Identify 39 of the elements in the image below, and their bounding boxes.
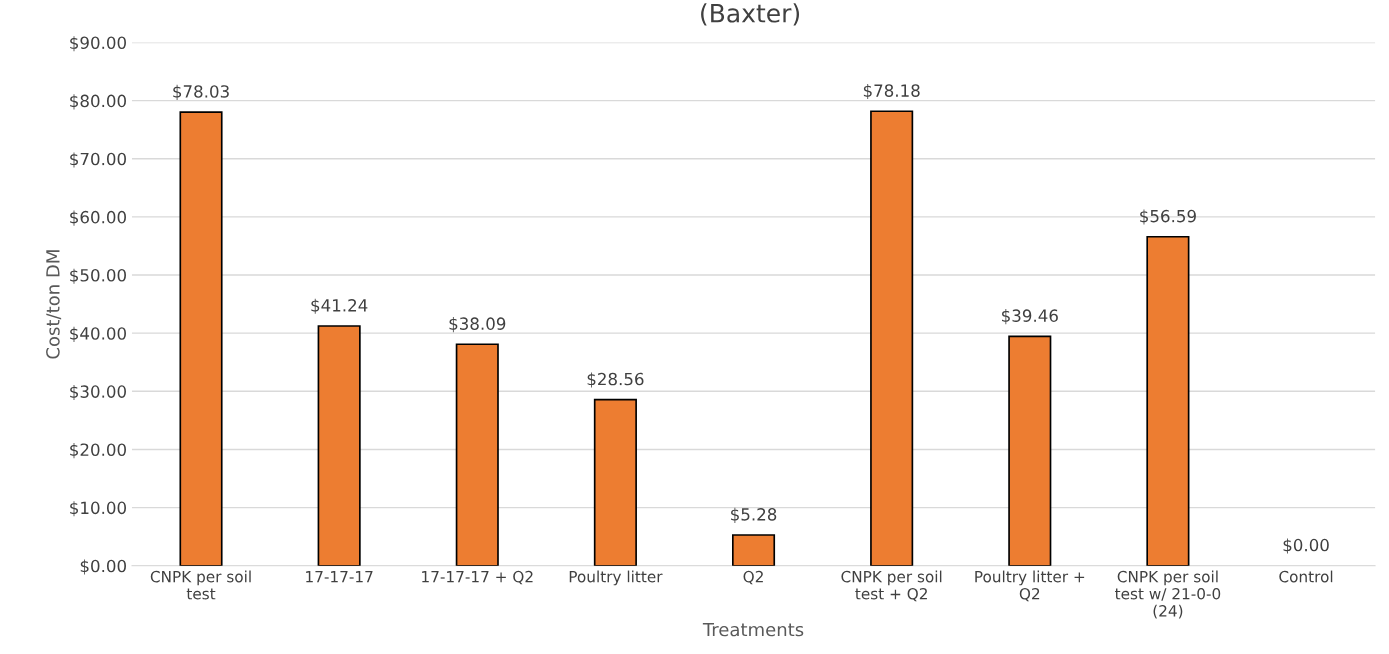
y-tick-label: $20.00 bbox=[70, 443, 126, 459]
y-tick-label: $90.00 bbox=[70, 36, 126, 52]
bar bbox=[1008, 335, 1052, 566]
data-label: $41.24 bbox=[311, 298, 368, 314]
bar bbox=[731, 534, 776, 566]
bar bbox=[455, 343, 499, 566]
y-tick-label: $40.00 bbox=[70, 326, 126, 342]
x-tick-label: Q2 bbox=[743, 570, 763, 585]
x-tick-label: CNPK per soil test bbox=[150, 570, 251, 600]
y-tick-label: $30.00 bbox=[70, 384, 126, 401]
x-axis-title: Treatments bbox=[702, 622, 804, 637]
bar bbox=[179, 111, 223, 566]
x-tick-label: 17-17-17 bbox=[306, 571, 373, 583]
y-tick-label: $10.00 bbox=[70, 501, 126, 517]
data-label: $28.56 bbox=[587, 372, 644, 388]
data-label: $78.03 bbox=[173, 84, 229, 100]
x-tick-label: Control bbox=[1279, 570, 1333, 583]
x-tick-label: CNPK per soil test + Q2 bbox=[841, 570, 942, 602]
y-tick-label: $50.00 bbox=[70, 268, 126, 284]
x-tick-label: CNPK per soil test w/ 21-0-0 (24) bbox=[1115, 570, 1221, 619]
chart-title: (Baxter) bbox=[701, 3, 800, 26]
x-tick-label: 17-17-17 + Q2 bbox=[422, 570, 533, 585]
bar bbox=[593, 398, 637, 566]
x-tick-label: Poultry litter + Q2 bbox=[975, 570, 1085, 602]
y-axis-title: Cost/ton DM bbox=[46, 250, 62, 359]
data-label: $39.46 bbox=[1002, 309, 1058, 325]
x-tick-label: Poultry litter bbox=[569, 570, 663, 586]
data-label: $78.18 bbox=[863, 83, 920, 100]
data-label: $56.59 bbox=[1140, 209, 1196, 225]
y-tick-label: $60.00 bbox=[70, 210, 126, 226]
data-label: $5.28 bbox=[731, 507, 777, 523]
data-label: $0.00 bbox=[1283, 538, 1329, 554]
y-tick-label: $70.00 bbox=[70, 152, 126, 168]
bar bbox=[317, 325, 361, 566]
bar bbox=[870, 110, 914, 566]
data-label: $38.09 bbox=[449, 317, 506, 333]
y-tick-label: $0.00 bbox=[80, 559, 126, 575]
y-tick-label: $80.00 bbox=[70, 94, 126, 110]
bar bbox=[1146, 235, 1190, 566]
